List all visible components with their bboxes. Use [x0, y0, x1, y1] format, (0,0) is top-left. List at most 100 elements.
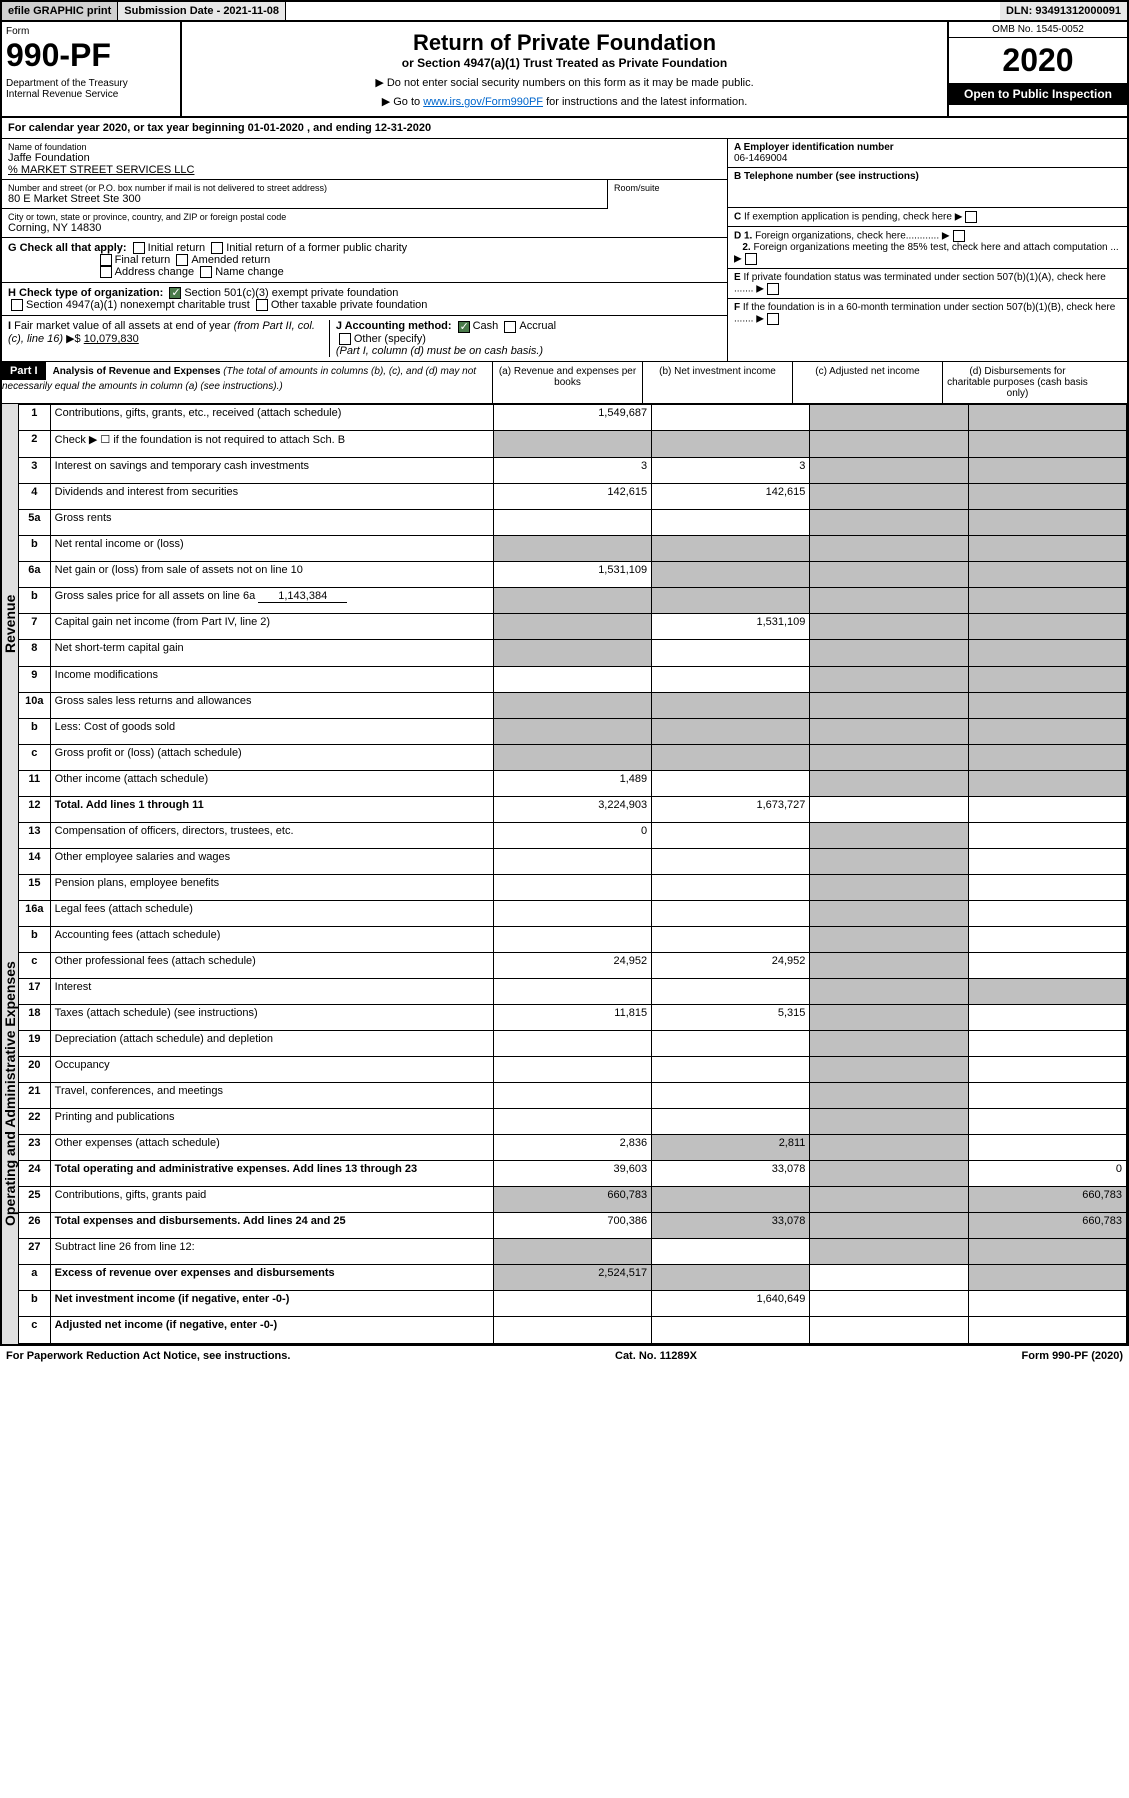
- submission-date: Submission Date - 2021-11-08: [118, 2, 286, 20]
- col-b-value: [652, 900, 810, 926]
- line-description: Dividends and interest from securities: [50, 484, 493, 510]
- checkbox-initial-former[interactable]: [211, 242, 223, 254]
- note-1: ▶ Do not enter social security numbers o…: [190, 76, 939, 89]
- col-a-value: [493, 588, 651, 614]
- checkbox-amended[interactable]: [176, 254, 188, 266]
- checkbox-terminated[interactable]: [767, 283, 779, 295]
- col-a-value: [493, 536, 651, 562]
- line-number: 19: [19, 1030, 51, 1056]
- checkbox-name-change[interactable]: [200, 266, 212, 278]
- line-description: Gross profit or (loss) (attach schedule): [50, 744, 493, 770]
- checkbox-final-return[interactable]: [100, 254, 112, 266]
- line-description: Net investment income (if negative, ente…: [50, 1291, 493, 1317]
- info-grid: Name of foundation Jaffe Foundation % MA…: [2, 139, 1127, 362]
- line-number: c: [19, 952, 51, 978]
- checkbox-address-change[interactable]: [100, 266, 112, 278]
- line-description: Gross sales less returns and allowances: [50, 692, 493, 718]
- year-box: OMB No. 1545-0052 2020 Open to Public In…: [947, 22, 1127, 116]
- col-b-value: [652, 692, 810, 718]
- opt-cash: Cash: [473, 320, 499, 332]
- col-d-value: [968, 484, 1126, 510]
- col-a-value: 1,549,687: [493, 404, 651, 430]
- col-c-value: [810, 640, 968, 666]
- data-table: 1Contributions, gifts, grants, etc., rec…: [18, 404, 1127, 1344]
- table-row: 19Depreciation (attach schedule) and dep…: [19, 1030, 1127, 1056]
- street-address: 80 E Market Street Ste 300: [8, 193, 601, 205]
- checkbox-cash[interactable]: [458, 321, 470, 333]
- col-b-value: [652, 848, 810, 874]
- col-b-value: 1,673,727: [652, 796, 810, 822]
- col-d-value: [968, 770, 1126, 796]
- note-2-suffix: for instructions and the latest informat…: [546, 96, 747, 108]
- line-description: Pension plans, employee benefits: [50, 874, 493, 900]
- col-d-value: [968, 1265, 1126, 1291]
- part1-title-cell: Part I Analysis of Revenue and Expenses …: [2, 362, 492, 403]
- col-c-value: [810, 978, 968, 1004]
- col-a-value: [493, 614, 651, 640]
- section-e: E If private foundation status was termi…: [728, 269, 1127, 299]
- table-row: 25Contributions, gifts, grants paid660,7…: [19, 1187, 1127, 1213]
- checkbox-4947[interactable]: [11, 299, 23, 311]
- col-d-value: [968, 1135, 1126, 1161]
- form-title: Return of Private Foundation: [190, 30, 939, 56]
- info-right: A Employer identification number 06-1469…: [727, 139, 1127, 361]
- line-description: Depreciation (attach schedule) and deple…: [50, 1030, 493, 1056]
- col-a-value: [493, 640, 651, 666]
- checkbox-other-taxable[interactable]: [256, 299, 268, 311]
- care-of: % MARKET STREET SERVICES LLC: [8, 164, 721, 176]
- col-c-header: (c) Adjusted net income: [792, 362, 942, 403]
- opt-amended: Amended return: [191, 254, 270, 266]
- line-description: Legal fees (attach schedule): [50, 900, 493, 926]
- table-row: 9Income modifications: [19, 666, 1127, 692]
- instructions-link[interactable]: www.irs.gov/Form990PF: [423, 96, 543, 108]
- phone-label: B Telephone number (see instructions): [734, 171, 1121, 182]
- page-footer: For Paperwork Reduction Act Notice, see …: [0, 1346, 1129, 1366]
- checkbox-other-method[interactable]: [339, 333, 351, 345]
- col-c-value: [810, 1265, 968, 1291]
- checkbox-501c3[interactable]: [169, 287, 181, 299]
- checkbox-pending[interactable]: [965, 211, 977, 223]
- col-c-value: [810, 848, 968, 874]
- f-text: If the foundation is in a 60-month termi…: [734, 302, 1115, 325]
- top-bar: efile GRAPHIC print Submission Date - 20…: [2, 2, 1127, 22]
- line-description: Gross sales price for all assets on line…: [50, 588, 493, 614]
- col-d-value: [968, 796, 1126, 822]
- col-b-value: [652, 430, 810, 458]
- checkbox-85pct[interactable]: [745, 253, 757, 265]
- col-a-value: 3: [493, 458, 651, 484]
- col-d-value: [968, 718, 1126, 744]
- title-box: Return of Private Foundation or Section …: [182, 22, 947, 116]
- col-d-value: [968, 744, 1126, 770]
- col-c-value: [810, 718, 968, 744]
- table-row: 18Taxes (attach schedule) (see instructi…: [19, 1004, 1127, 1030]
- col-b-value: [652, 1083, 810, 1109]
- line-description: Interest on savings and temporary cash i…: [50, 458, 493, 484]
- checkbox-60month[interactable]: [767, 313, 779, 325]
- opt-initial: Initial return: [148, 242, 205, 254]
- footer-right: Form 990-PF (2020): [1022, 1350, 1124, 1362]
- col-c-value: [810, 900, 968, 926]
- table-row: 16aLegal fees (attach schedule): [19, 900, 1127, 926]
- col-b-value: [652, 978, 810, 1004]
- checkbox-initial-return[interactable]: [133, 242, 145, 254]
- table-row: cGross profit or (loss) (attach schedule…: [19, 744, 1127, 770]
- table-row: cAdjusted net income (if negative, enter…: [19, 1317, 1127, 1343]
- checkbox-foreign[interactable]: [953, 230, 965, 242]
- info-left: Name of foundation Jaffe Foundation % MA…: [2, 139, 727, 361]
- checkbox-accrual[interactable]: [504, 321, 516, 333]
- line-number: 25: [19, 1187, 51, 1213]
- main-table: Revenue Operating and Administrative Exp…: [2, 404, 1127, 1344]
- col-a-value: [493, 1239, 651, 1265]
- col-c-value: [810, 1317, 968, 1343]
- col-a-value: [493, 666, 651, 692]
- line-description: Capital gain net income (from Part IV, l…: [50, 614, 493, 640]
- col-d-value: [968, 1109, 1126, 1135]
- section-ij: I Fair market value of all assets at end…: [2, 316, 727, 360]
- col-d-value: 660,783: [968, 1213, 1126, 1239]
- line-description: Occupancy: [50, 1056, 493, 1082]
- col-b-value: [652, 1317, 810, 1343]
- line-number: 9: [19, 666, 51, 692]
- col-a-value: 142,615: [493, 484, 651, 510]
- room-cell: Room/suite: [607, 180, 727, 209]
- opt-addr-change: Address change: [115, 266, 195, 278]
